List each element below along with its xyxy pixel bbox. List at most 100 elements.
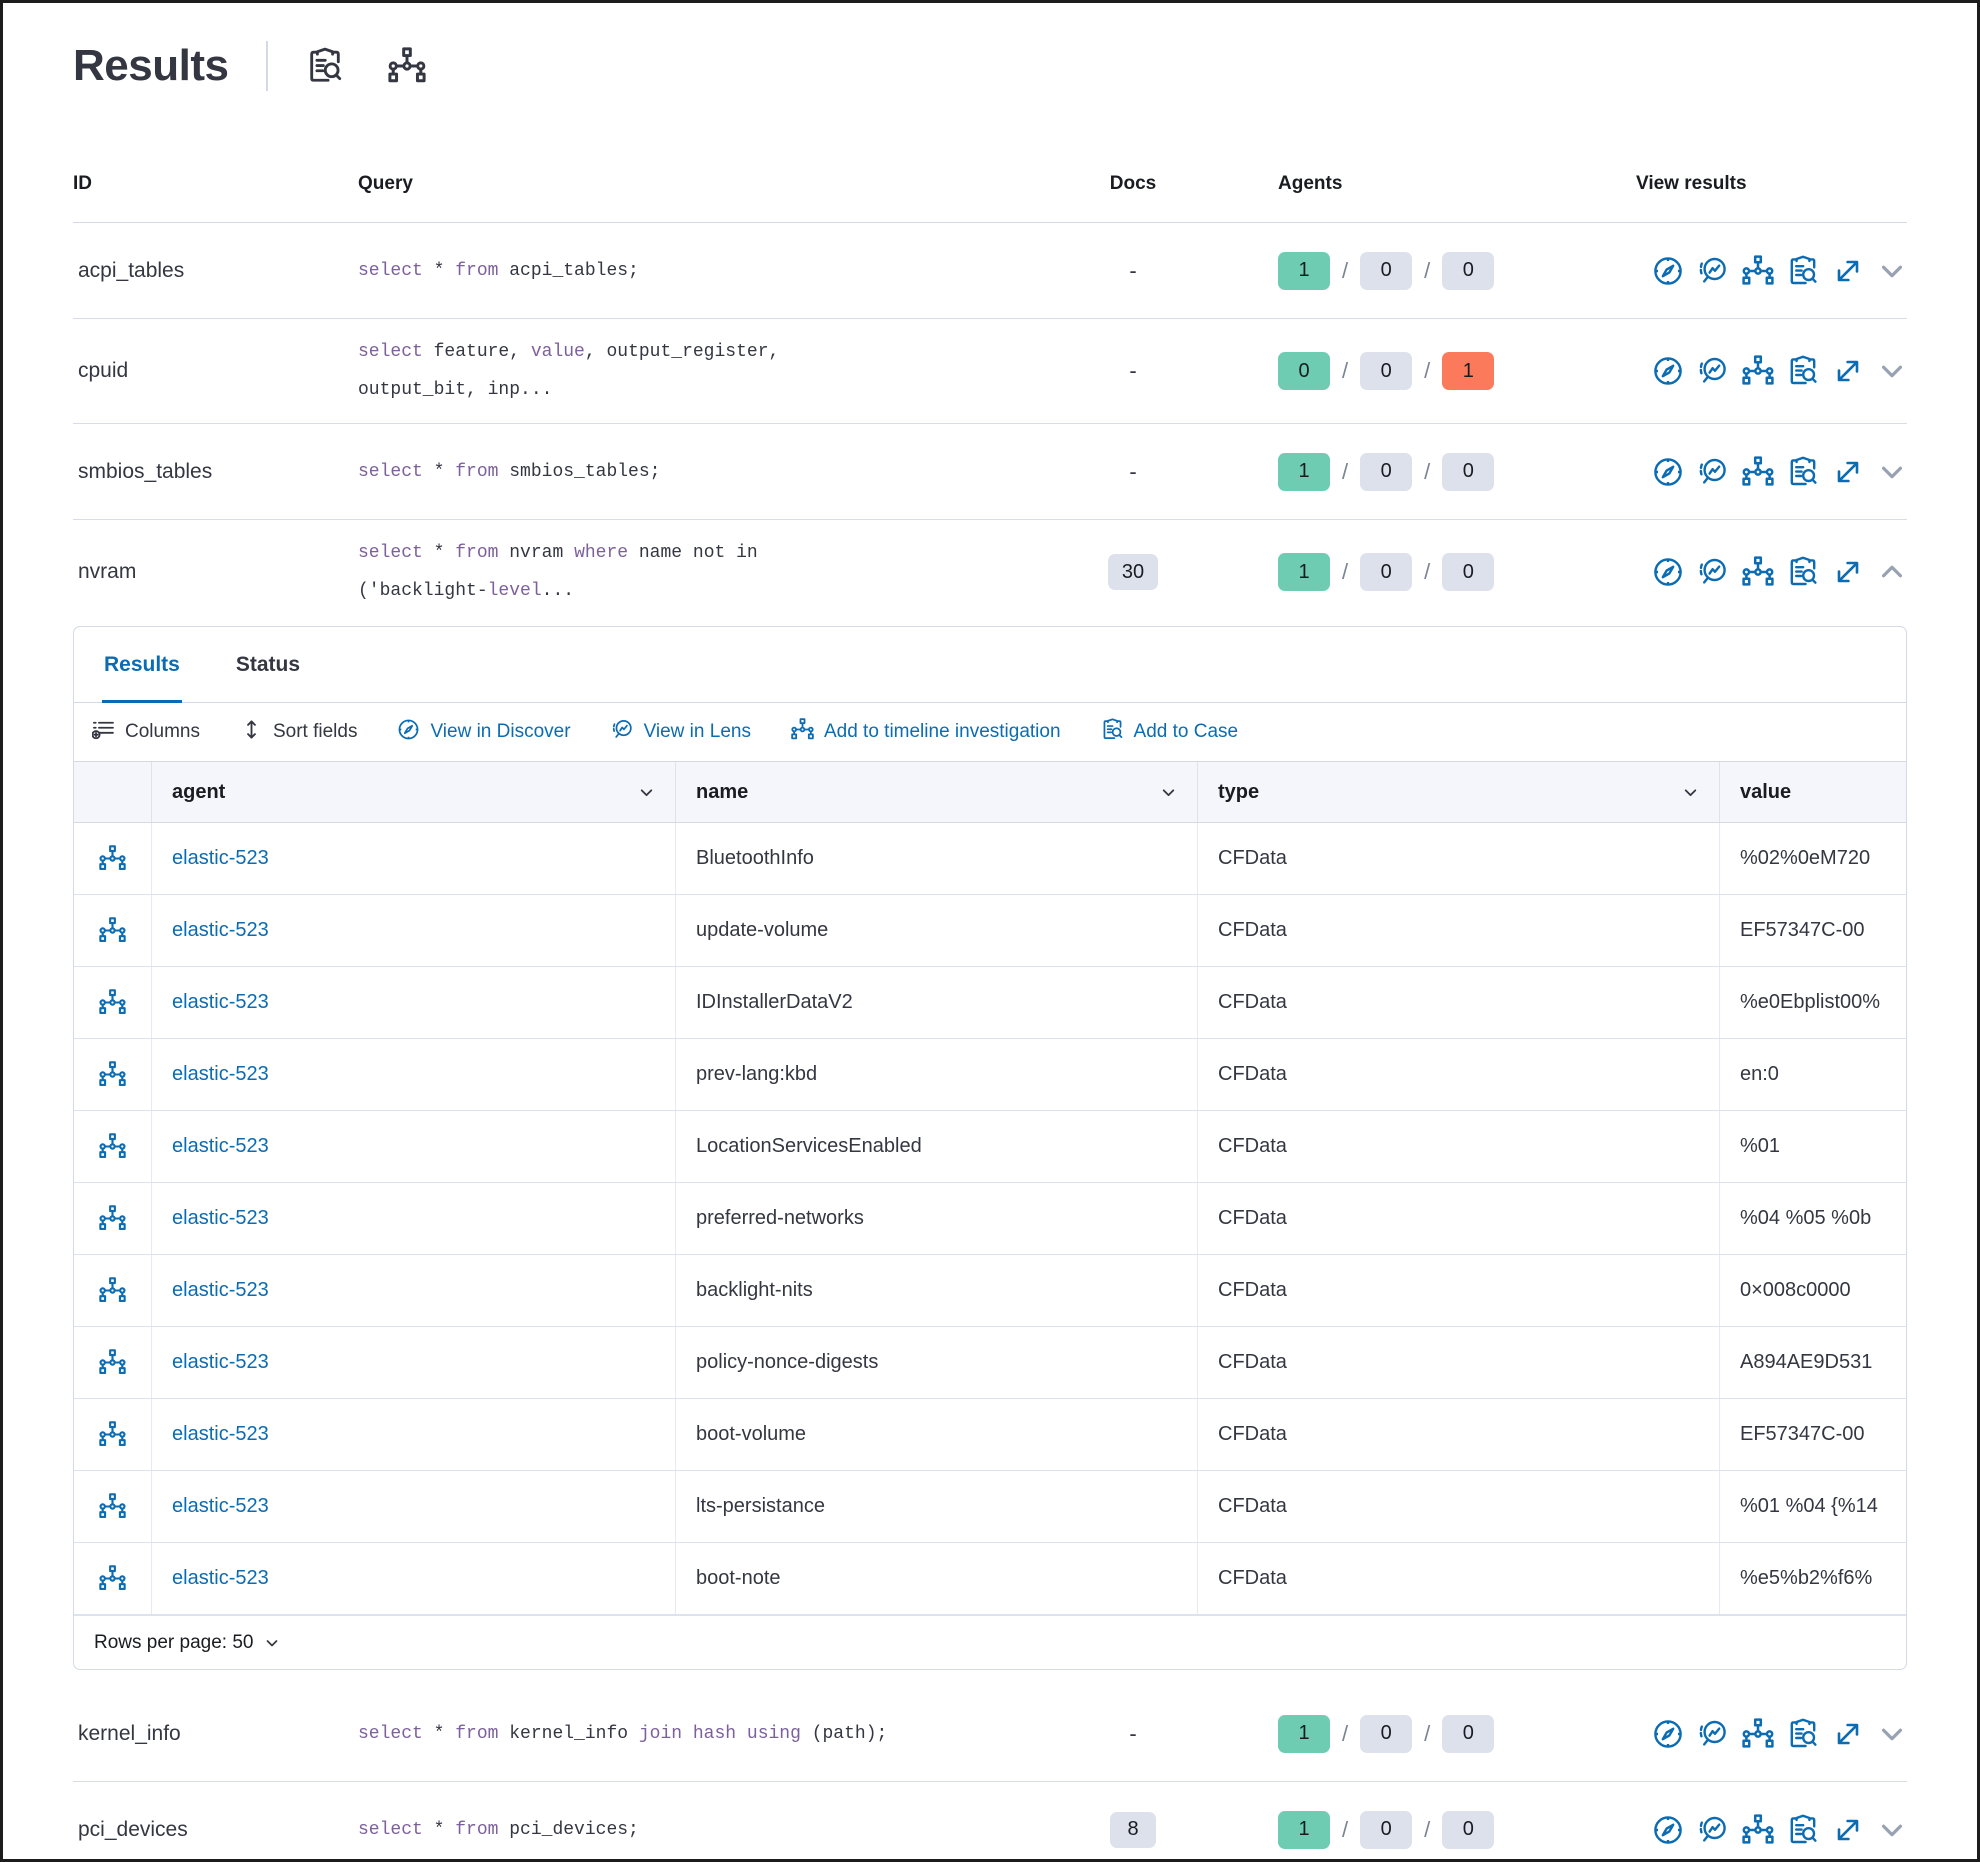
expand-results-icon-button[interactable] xyxy=(1832,255,1864,287)
rows-per-page-control[interactable]: Rows per page: 50 xyxy=(74,1615,1906,1669)
results-grid-header: agent name type value xyxy=(74,761,1906,823)
expand-results-icon-button[interactable] xyxy=(1832,355,1864,387)
chevron-down-icon[interactable] xyxy=(638,784,655,801)
view-in-discover-button[interactable]: View in Discover xyxy=(397,718,571,747)
agent-link[interactable]: elastic-523 xyxy=(172,1423,269,1445)
expand-results-icon-button[interactable] xyxy=(1832,1718,1864,1750)
view-in-lens-icon-button[interactable] xyxy=(1697,456,1729,488)
view-in-lens-button[interactable]: View in Lens xyxy=(611,718,751,747)
add-row-to-timeline-icon-button[interactable] xyxy=(99,1133,126,1160)
add-to-timeline-icon-button[interactable] xyxy=(1742,556,1774,588)
add-row-to-timeline-icon-button[interactable] xyxy=(99,1565,126,1592)
view-in-discover-icon-button[interactable] xyxy=(1652,1814,1684,1846)
add-to-case-icon-button[interactable] xyxy=(1787,1718,1819,1750)
grid-header-name[interactable]: name xyxy=(676,762,1198,822)
add-to-case-icon-button[interactable] xyxy=(1787,556,1819,588)
chevron-down-icon[interactable] xyxy=(1682,784,1699,801)
add-to-timeline-investigation-button[interactable]: Add to timeline investigation xyxy=(791,718,1061,747)
view-results-actions xyxy=(1458,1814,1907,1846)
network-topology-icon[interactable] xyxy=(388,47,426,85)
add-row-to-timeline-icon-button[interactable] xyxy=(99,1349,126,1376)
tab-status[interactable]: Status xyxy=(234,627,302,702)
tab-results[interactable]: Results xyxy=(102,627,182,703)
type-cell: CFData xyxy=(1198,967,1720,1038)
result-row: elastic-523 boot-volume CFData EF57347C-00 xyxy=(74,1399,1906,1471)
grid-header-type[interactable]: type xyxy=(1198,762,1720,822)
agents-danger-badge: 1 xyxy=(1442,352,1495,390)
agent-link[interactable]: elastic-523 xyxy=(172,1567,269,1589)
add-to-timeline-icon-button[interactable] xyxy=(1742,456,1774,488)
toggle-row-details-button[interactable] xyxy=(1877,456,1907,488)
agent-link[interactable]: elastic-523 xyxy=(172,1279,269,1301)
add-to-timeline-icon-button[interactable] xyxy=(1742,255,1774,287)
add-row-to-timeline-icon-button[interactable] xyxy=(99,917,126,944)
view-in-lens-icon-button[interactable] xyxy=(1697,355,1729,387)
column-header-id: ID xyxy=(73,172,92,194)
add-to-timeline-icon-button[interactable] xyxy=(1742,355,1774,387)
type-cell: CFData xyxy=(1198,1399,1720,1470)
view-in-lens-icon-button[interactable] xyxy=(1697,556,1729,588)
sort-fields-button[interactable]: Sort fields xyxy=(240,718,357,747)
column-header-agents: Agents xyxy=(1278,172,1343,194)
value-cell: EF57347C-00 xyxy=(1740,1423,1865,1445)
result-row: elastic-523 lts-persistance CFData %01 %04 … xyxy=(74,1471,1906,1543)
toggle-row-details-button[interactable] xyxy=(1877,355,1907,387)
agents-success-badge: 1 xyxy=(1278,251,1330,290)
toggle-row-details-button[interactable] xyxy=(1877,556,1907,588)
column-header-view-results: View results xyxy=(1636,172,1747,194)
view-in-lens-icon-button[interactable] xyxy=(1697,255,1729,287)
clipboard-search-icon[interactable] xyxy=(306,47,344,85)
query-row: kernel_info select * from kernel_info joi… xyxy=(73,1686,1907,1782)
chevron-down-icon[interactable] xyxy=(1160,784,1177,801)
agent-link[interactable]: elastic-523 xyxy=(172,1207,269,1229)
query-sql: select * from smbios_tables; xyxy=(358,461,661,482)
add-to-case-icon-button[interactable] xyxy=(1787,1814,1819,1846)
agent-link[interactable]: elastic-523 xyxy=(172,847,269,869)
agents-neutral-badge: 0 xyxy=(1442,1810,1495,1849)
add-to-case-icon-button[interactable] xyxy=(1787,456,1819,488)
agent-link[interactable]: elastic-523 xyxy=(172,1495,269,1517)
add-row-to-timeline-icon-button[interactable] xyxy=(99,845,126,872)
expand-results-icon-button[interactable] xyxy=(1832,456,1864,488)
agent-link[interactable]: elastic-523 xyxy=(172,1351,269,1373)
view-in-discover-icon-button[interactable] xyxy=(1652,1718,1684,1750)
query-row: pci_devices select * from pci_devices; 8 1 /… xyxy=(73,1782,1907,1859)
name-cell: boot-note xyxy=(676,1543,1198,1614)
add-to-timeline-icon-button[interactable] xyxy=(1742,1814,1774,1846)
expand-results-icon-button[interactable] xyxy=(1832,556,1864,588)
add-row-to-timeline-icon-button[interactable] xyxy=(99,989,126,1016)
grid-header-agent[interactable]: agent xyxy=(152,762,676,822)
agent-link[interactable]: elastic-523 xyxy=(172,1063,269,1085)
toggle-row-details-button[interactable] xyxy=(1877,1718,1907,1750)
columns-button[interactable]: Columns xyxy=(92,718,200,747)
add-to-case-icon-button[interactable] xyxy=(1787,355,1819,387)
expand-results-icon-button[interactable] xyxy=(1832,1814,1864,1846)
add-row-to-timeline-icon-button[interactable] xyxy=(99,1205,126,1232)
toggle-row-details-button[interactable] xyxy=(1877,1814,1907,1846)
query-sql: select * from nvram where name not in ('b… xyxy=(358,543,758,601)
add-to-case-icon-button[interactable] xyxy=(1787,255,1819,287)
row-actions-cell xyxy=(74,1183,152,1254)
view-in-discover-icon-button[interactable] xyxy=(1652,456,1684,488)
grid-header-value[interactable]: value xyxy=(1740,780,1792,803)
add-row-to-timeline-icon-button[interactable] xyxy=(99,1061,126,1088)
agents-success-badge: 1 xyxy=(1278,1714,1330,1753)
result-row: elastic-523 LocationServicesEnabled CFData… xyxy=(74,1111,1906,1183)
agent-link[interactable]: elastic-523 xyxy=(172,919,269,941)
value-cell: en:0 xyxy=(1740,1063,1779,1085)
add-row-to-timeline-icon-button[interactable] xyxy=(99,1493,126,1520)
toggle-row-details-button[interactable] xyxy=(1877,255,1907,287)
add-to-timeline-icon-button[interactable] xyxy=(1742,1718,1774,1750)
value-cell: %e5%b2%f6% xyxy=(1740,1567,1873,1589)
add-to-case-button[interactable]: Add to Case xyxy=(1101,718,1238,747)
agent-link[interactable]: elastic-523 xyxy=(172,1135,269,1157)
view-in-discover-icon-button[interactable] xyxy=(1652,355,1684,387)
agent-link[interactable]: elastic-523 xyxy=(172,991,269,1013)
add-row-to-timeline-icon-button[interactable] xyxy=(99,1277,126,1304)
add-row-to-timeline-icon-button[interactable] xyxy=(99,1421,126,1448)
view-in-discover-icon-button[interactable] xyxy=(1652,556,1684,588)
value-cell: 0×008c0000 xyxy=(1740,1279,1851,1301)
view-in-lens-icon-button[interactable] xyxy=(1697,1718,1729,1750)
view-in-lens-icon-button[interactable] xyxy=(1697,1814,1729,1846)
view-in-discover-icon-button[interactable] xyxy=(1652,255,1684,287)
